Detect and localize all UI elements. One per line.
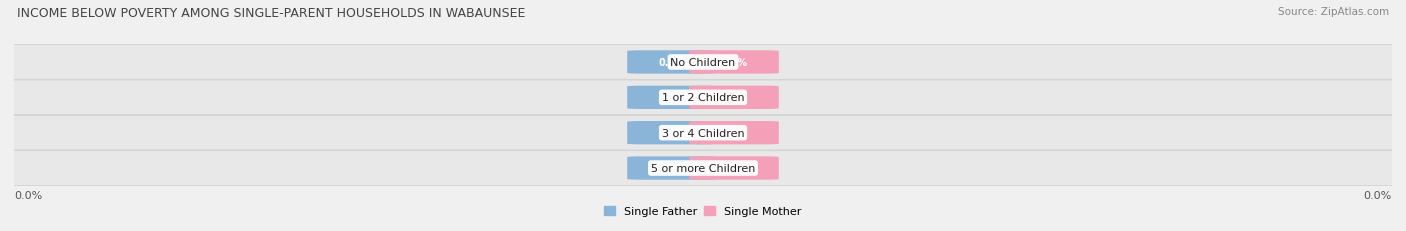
Text: 0.0%: 0.0%: [720, 128, 748, 138]
Text: 0.0%: 0.0%: [720, 93, 748, 103]
FancyBboxPatch shape: [0, 46, 1406, 80]
Text: 0.0%: 0.0%: [14, 190, 42, 200]
Text: 0.0%: 0.0%: [658, 93, 686, 103]
FancyBboxPatch shape: [0, 81, 1406, 115]
FancyBboxPatch shape: [689, 122, 779, 145]
Text: Source: ZipAtlas.com: Source: ZipAtlas.com: [1278, 7, 1389, 17]
Text: 0.0%: 0.0%: [658, 128, 686, 138]
Text: 0.0%: 0.0%: [720, 58, 748, 68]
Text: 0.0%: 0.0%: [658, 163, 686, 173]
FancyBboxPatch shape: [0, 151, 1406, 185]
Text: 5 or more Children: 5 or more Children: [651, 163, 755, 173]
FancyBboxPatch shape: [627, 86, 717, 109]
Text: 0.0%: 0.0%: [1364, 190, 1392, 200]
FancyBboxPatch shape: [627, 51, 717, 74]
FancyBboxPatch shape: [689, 157, 779, 180]
Text: 1 or 2 Children: 1 or 2 Children: [662, 93, 744, 103]
Text: 3 or 4 Children: 3 or 4 Children: [662, 128, 744, 138]
FancyBboxPatch shape: [0, 116, 1406, 150]
Text: 0.0%: 0.0%: [720, 163, 748, 173]
FancyBboxPatch shape: [689, 51, 779, 74]
Legend: Single Father, Single Mother: Single Father, Single Mother: [605, 206, 801, 216]
Text: 0.0%: 0.0%: [658, 58, 686, 68]
FancyBboxPatch shape: [627, 122, 717, 145]
FancyBboxPatch shape: [689, 86, 779, 109]
FancyBboxPatch shape: [627, 157, 717, 180]
Text: INCOME BELOW POVERTY AMONG SINGLE-PARENT HOUSEHOLDS IN WABAUNSEE: INCOME BELOW POVERTY AMONG SINGLE-PARENT…: [17, 7, 526, 20]
Text: No Children: No Children: [671, 58, 735, 68]
